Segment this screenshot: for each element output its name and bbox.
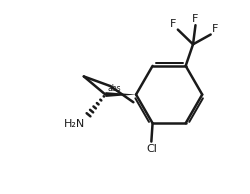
Text: F: F [212,23,218,34]
Text: H₂N: H₂N [64,119,85,129]
Text: Cl: Cl [146,144,157,154]
Text: F: F [192,14,199,24]
Polygon shape [106,92,136,97]
Text: F: F [170,19,176,29]
Text: abs: abs [107,84,121,93]
